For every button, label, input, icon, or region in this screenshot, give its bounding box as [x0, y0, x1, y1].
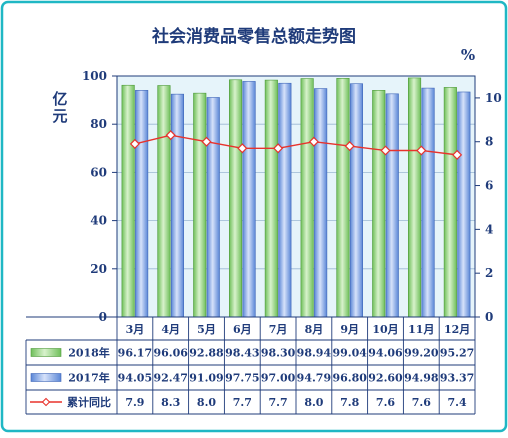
legend-swatch	[30, 373, 62, 382]
left-tick-label: 100	[82, 69, 107, 83]
right-tick-label: 0	[485, 310, 493, 324]
bar-2018	[300, 78, 314, 318]
left-tick-label: 60	[90, 165, 107, 179]
bar-2017	[421, 87, 435, 318]
line-point	[380, 145, 391, 156]
bar-2018	[157, 85, 171, 318]
data-label: 97.00	[261, 372, 296, 385]
bar-2017	[314, 88, 328, 318]
line-point	[308, 136, 319, 147]
data-label: 96.06	[153, 347, 188, 360]
line-point	[129, 138, 140, 149]
x-tick-label: 3月	[126, 323, 145, 336]
left-tick-label: 40	[90, 214, 107, 228]
legend-label: 2017年	[68, 371, 110, 385]
bars	[121, 77, 471, 318]
data-label: 96.17	[118, 347, 152, 360]
cumulative-yoy-line	[129, 130, 463, 160]
data-label: 95.27	[440, 347, 474, 360]
data-label: 92.88	[189, 347, 224, 360]
right-tick-label: 4	[485, 222, 493, 236]
x-tick-label: 7月	[269, 323, 288, 336]
right-tick-label: 10	[485, 91, 502, 105]
bar-2017	[242, 81, 256, 318]
right-axis-unit: %	[461, 46, 475, 64]
data-label: 7.6	[376, 396, 395, 409]
x-tick-label: 12月	[444, 323, 470, 336]
bar-2018	[121, 84, 135, 318]
bar-2018	[372, 90, 386, 318]
bar-2017	[457, 91, 471, 318]
bar-2017	[349, 83, 364, 318]
line-point	[344, 141, 355, 152]
data-label: 99.20	[404, 347, 439, 360]
left-axis-unit-1: 亿	[52, 90, 67, 108]
data-label: 7.9	[125, 396, 144, 409]
data-label: 94.06	[368, 347, 403, 360]
x-tick-label: 8月	[305, 323, 324, 336]
line-point	[165, 130, 176, 141]
x-tick-label: 4月	[161, 323, 180, 336]
bar-2017	[278, 82, 292, 318]
x-tick-label: 5月	[197, 323, 216, 336]
data-label: 92.47	[153, 372, 187, 385]
legend-label: 累计同比	[67, 395, 111, 409]
data-label: 94.98	[404, 372, 439, 385]
data-label: 98.43	[225, 347, 259, 360]
x-tick-label: 6月	[233, 323, 252, 336]
data-label: 7.8	[340, 396, 359, 409]
line-point	[273, 143, 284, 154]
data-label: 94.79	[297, 372, 331, 385]
bar-2018	[407, 77, 422, 318]
bar-2017	[385, 93, 399, 318]
data-label: 7.7	[233, 396, 252, 409]
data-label: 7.6	[412, 396, 431, 409]
data-label: 98.94	[297, 347, 332, 360]
line-point	[416, 145, 427, 156]
data-label: 97.75	[225, 372, 259, 385]
legend-label: 2018年	[68, 346, 110, 360]
legend-marker	[41, 397, 51, 407]
data-label: 8.0	[197, 396, 216, 409]
data-label: 98.30	[261, 347, 296, 360]
legend-swatch	[30, 348, 62, 357]
right-tick-label: 2	[485, 266, 493, 280]
data-label: 92.60	[368, 372, 403, 385]
data-label: 96.80	[332, 372, 367, 385]
bar-2018	[336, 78, 350, 318]
series-line	[134, 134, 458, 156]
line-point	[201, 136, 212, 147]
x-tick-label: 9月	[340, 323, 359, 336]
data-label: 94.05	[118, 372, 152, 385]
data-label: 99.04	[332, 347, 367, 360]
bar-2017	[170, 93, 184, 318]
plot-area	[116, 75, 476, 318]
x-tick-label: 11月	[408, 323, 434, 336]
data-label: 7.7	[269, 396, 288, 409]
bar-2017	[206, 97, 220, 318]
line-point	[452, 149, 463, 160]
right-tick-label: 6	[485, 179, 493, 193]
data-label: 8.3	[161, 396, 180, 409]
chart-title: 社会消费品零售总额走势图	[151, 26, 356, 47]
bar-2017	[135, 90, 149, 318]
data-label: 8.0	[304, 396, 323, 409]
left-tick-label: 80	[90, 117, 107, 131]
data-label: 93.37	[440, 372, 474, 385]
bar-2018	[443, 87, 457, 318]
bar-2018	[264, 79, 278, 318]
right-tick-label: 8	[485, 135, 493, 149]
left-tick-label: 20	[90, 262, 107, 276]
data-label: 7.4	[448, 396, 467, 409]
left-axis-unit-2: 元	[52, 107, 67, 125]
x-tick-label: 10月	[372, 323, 398, 336]
data-label: 91.09	[189, 372, 223, 385]
bar-2018	[229, 79, 243, 318]
bar-2018	[193, 92, 207, 318]
line-point	[237, 143, 248, 154]
